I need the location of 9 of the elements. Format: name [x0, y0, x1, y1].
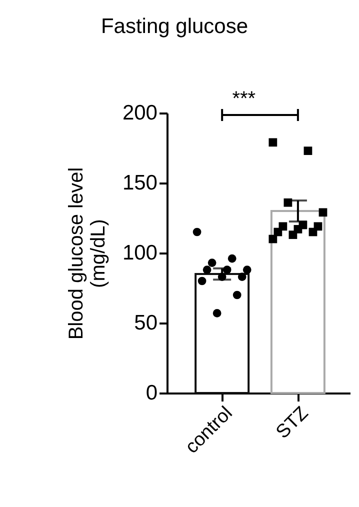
y-tick-label: 200 — [122, 102, 158, 124]
y-tick-label: 150 — [122, 172, 158, 194]
y-tick-label: 50 — [134, 312, 158, 334]
y-tick-label: 100 — [122, 242, 158, 264]
x-tick-label: STZ — [272, 402, 313, 444]
y-axis-title: Blood glucose level (mg/dL) — [65, 167, 110, 340]
chart-title: Fasting glucose — [100, 15, 248, 38]
y-tick-label: 0 — [146, 382, 158, 404]
text: *** — [232, 88, 256, 110]
